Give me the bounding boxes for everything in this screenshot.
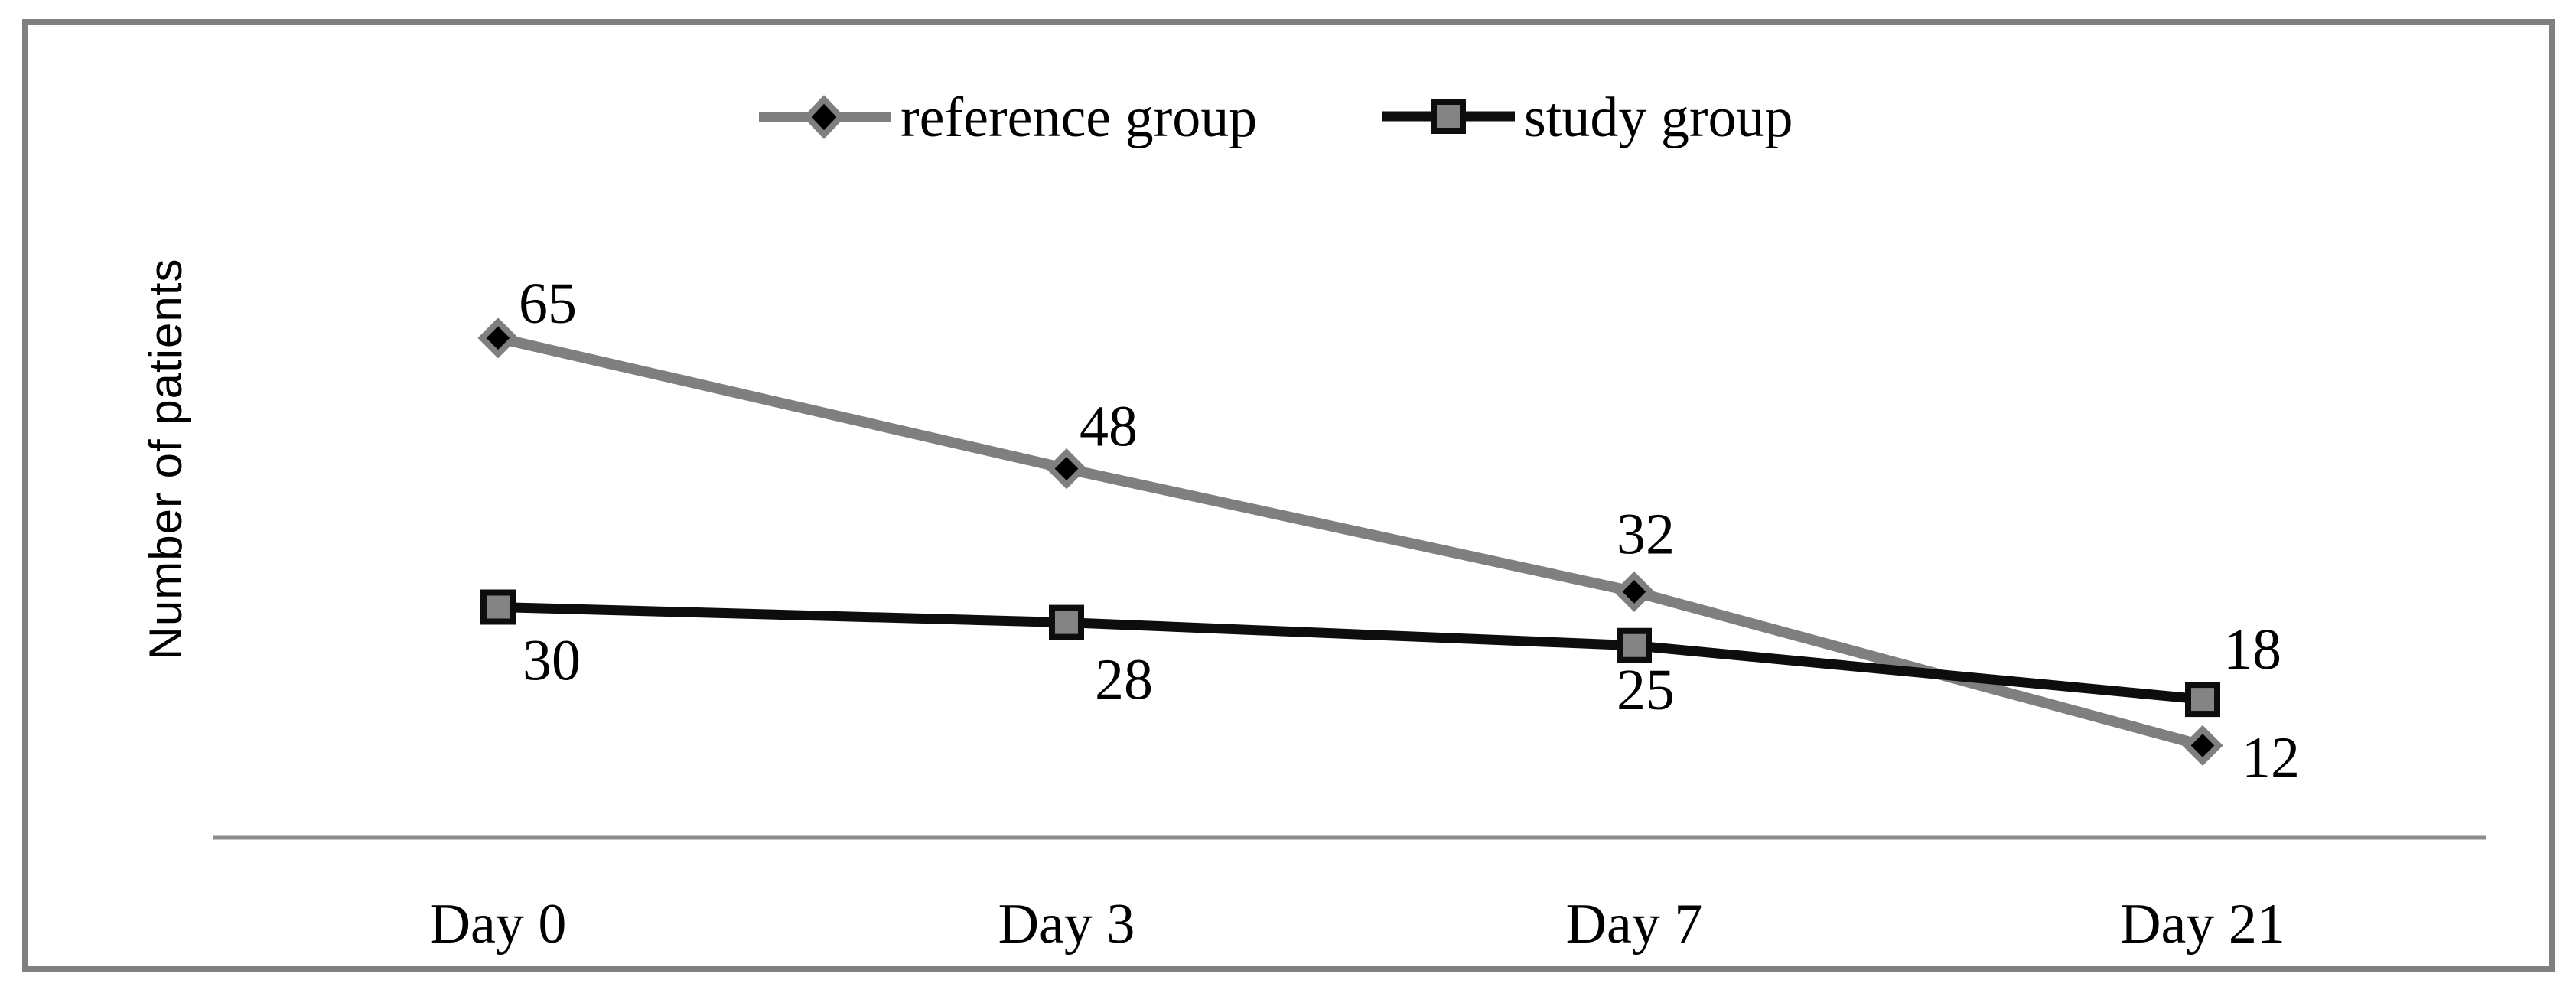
square-marker-icon bbox=[480, 589, 516, 625]
series-line-study-group bbox=[497, 602, 2203, 705]
data-label: 25 bbox=[1617, 658, 1675, 722]
x-tick-label-day7: Day 7 bbox=[1566, 893, 1703, 956]
legend-label-reference-group: reference group bbox=[900, 86, 1257, 149]
data-label: 28 bbox=[1095, 648, 1153, 712]
diamond-marker-icon bbox=[2182, 725, 2223, 767]
x-tick-label-day0: Day 0 bbox=[430, 893, 567, 956]
series-line-reference-group bbox=[497, 332, 2204, 751]
legend: reference group study group bbox=[759, 86, 1793, 149]
square-marker-icon bbox=[1617, 627, 1652, 663]
diamond-marker-icon bbox=[1614, 571, 1655, 613]
x-tick-label-day3: Day 3 bbox=[998, 893, 1135, 956]
data-label: 48 bbox=[1080, 395, 1138, 459]
diamond-marker-icon bbox=[477, 318, 519, 359]
x-axis-tick-labels: Day 0 Day 3 Day 7 Day 21 bbox=[430, 893, 2285, 956]
legend-item-reference-group: reference group bbox=[759, 86, 1257, 149]
y-axis-title: Number of patients bbox=[140, 259, 191, 660]
legend-item-study-group: study group bbox=[1382, 86, 1793, 149]
x-tick-label-day21: Day 21 bbox=[2120, 893, 2285, 956]
data-label: 65 bbox=[519, 272, 577, 336]
data-label: 30 bbox=[523, 629, 581, 693]
diamond-marker-icon bbox=[1046, 448, 1087, 490]
legend-label-study-group: study group bbox=[1524, 86, 1793, 149]
square-marker-icon bbox=[1049, 604, 1084, 640]
legend-diamond-marker-icon bbox=[803, 95, 845, 139]
data-label: 32 bbox=[1617, 502, 1675, 566]
data-label: 18 bbox=[2223, 617, 2281, 682]
series-layer: 65 48 32 12 30 28 25 18 bbox=[477, 272, 2300, 790]
legend-square-marker-icon bbox=[1431, 99, 1466, 134]
square-marker-icon bbox=[2185, 682, 2220, 718]
data-label: 12 bbox=[2242, 725, 2300, 790]
chart-frame-border bbox=[22, 19, 2555, 972]
